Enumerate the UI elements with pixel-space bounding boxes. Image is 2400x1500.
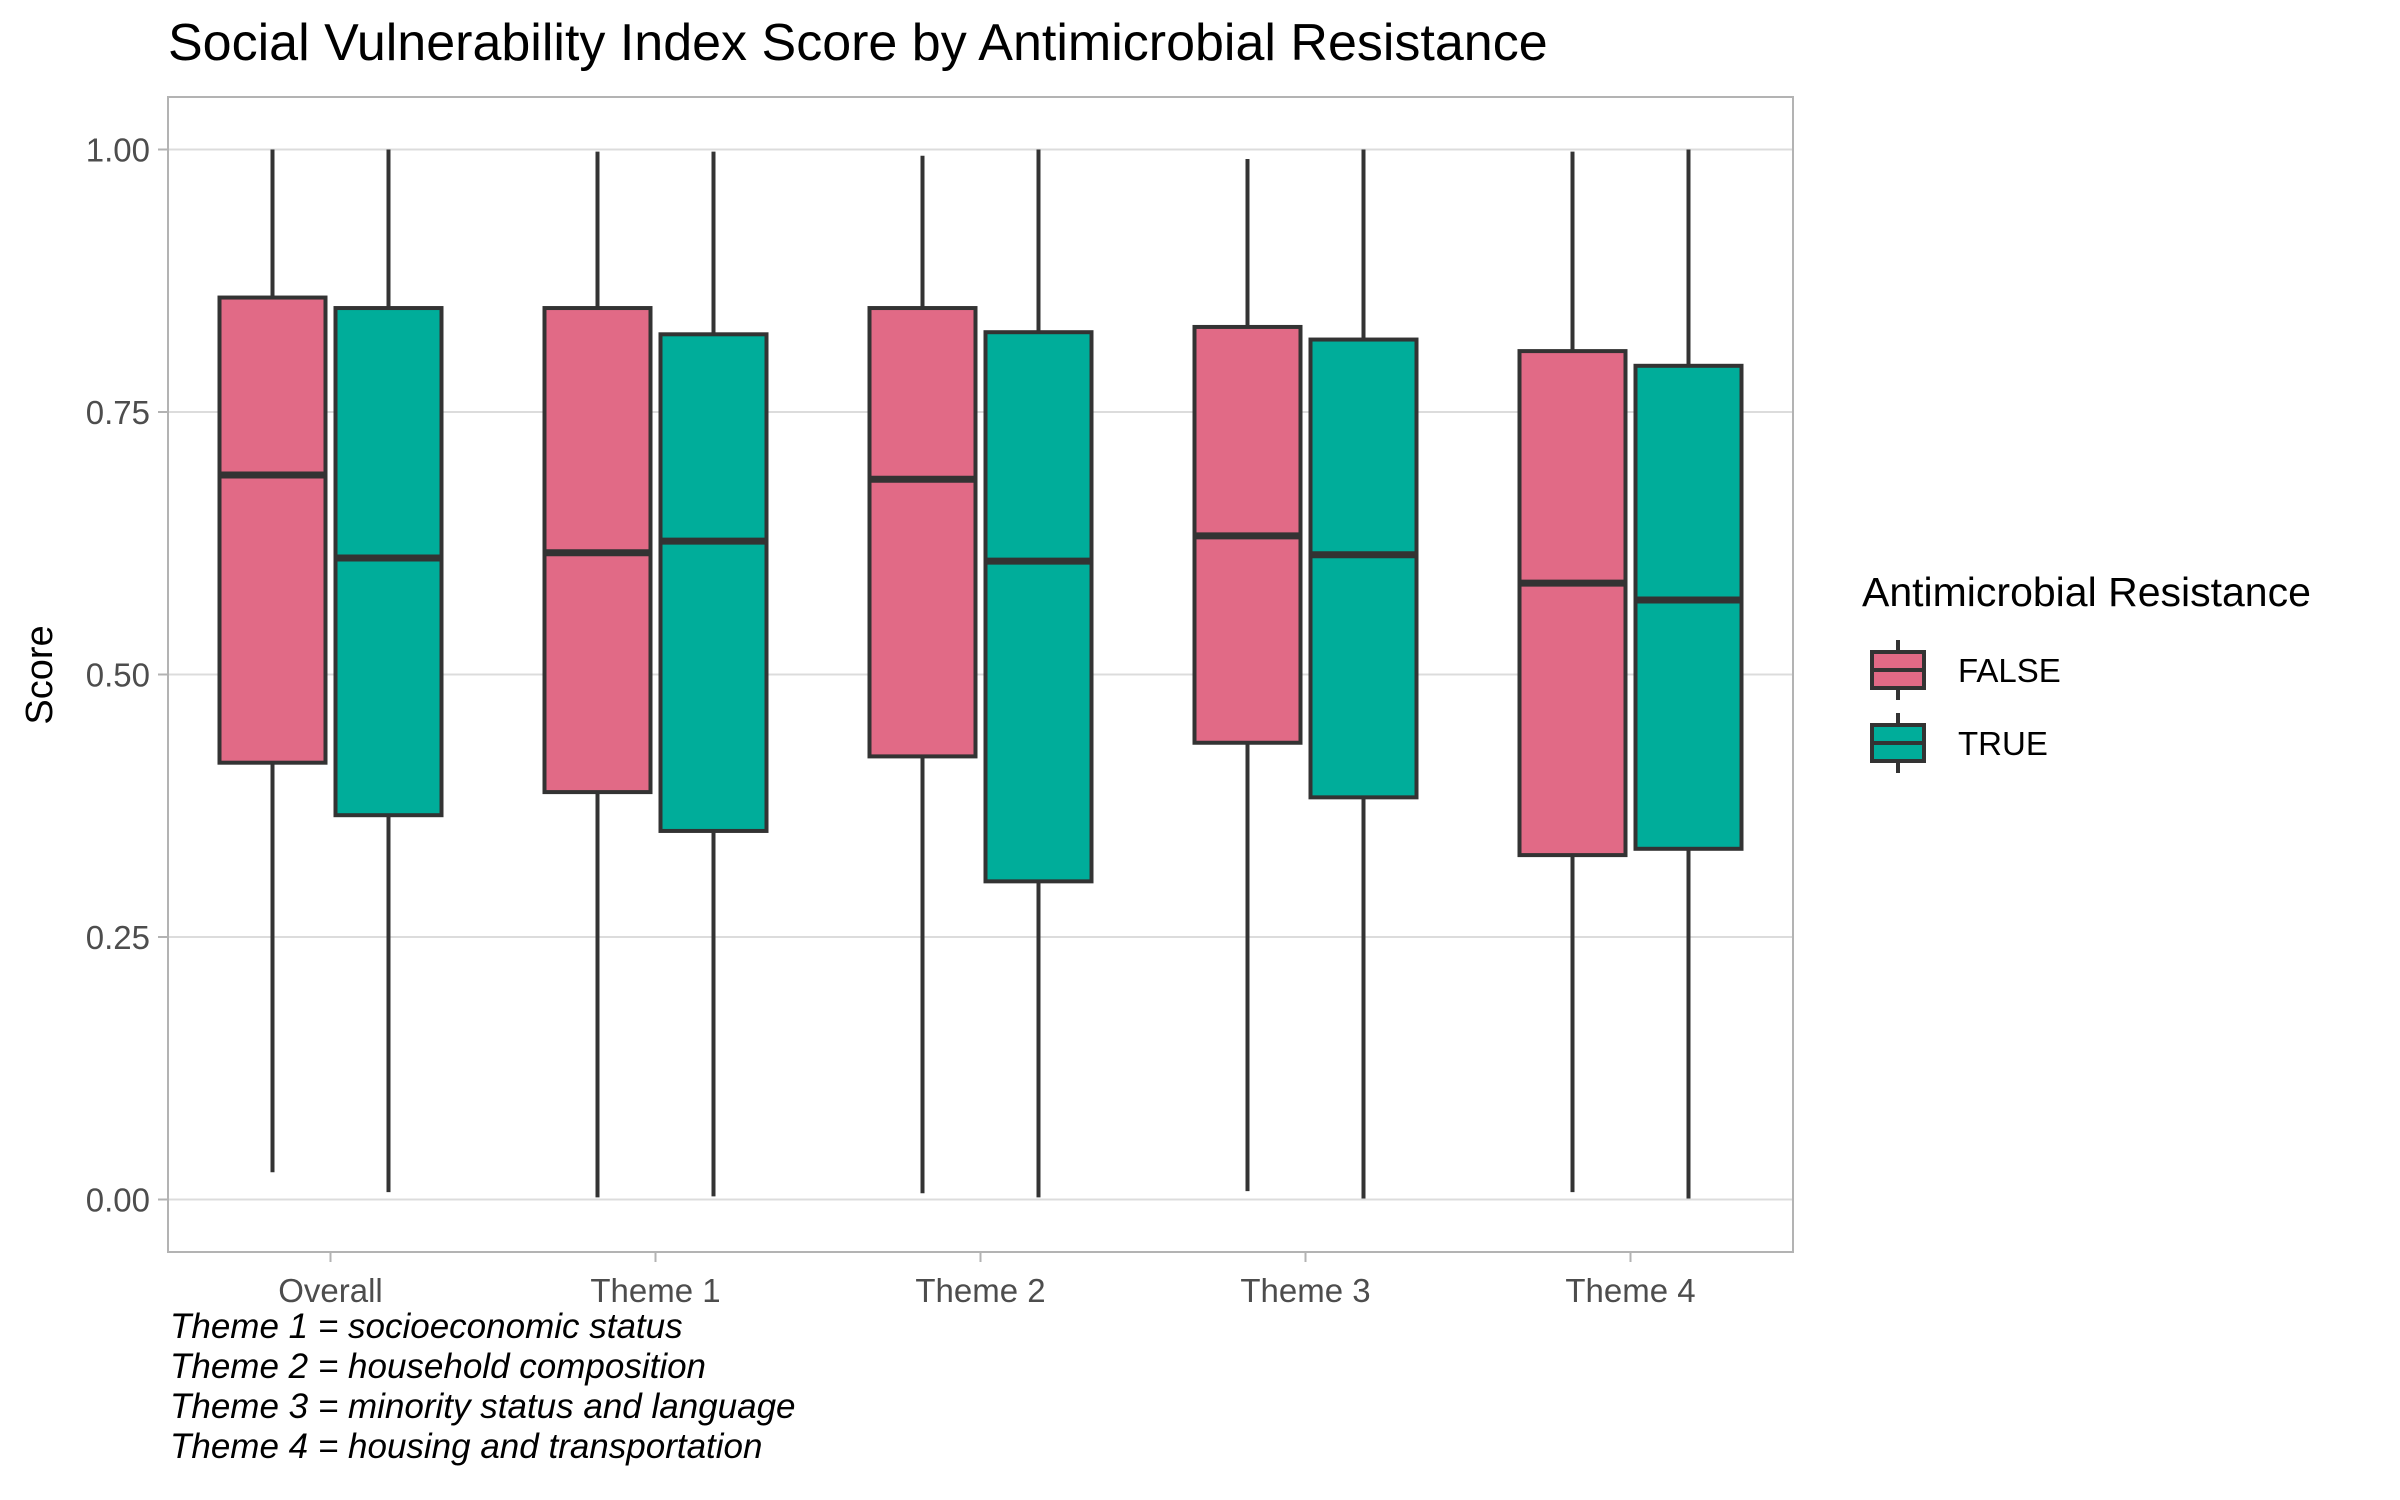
y-tick-label-1: 0.25 [86,919,150,956]
box-false-0 [217,149,328,1173]
plot-panel-border [167,96,1794,1253]
y-axis-title: Score [19,625,61,724]
y-tick-label-2: 0.50 [86,657,150,694]
x-tick-label-4: Theme 4 [1565,1272,1695,1309]
legend-item-true: TRUE [1870,713,2048,773]
legend-label: FALSE [1958,652,2061,689]
box-false-4 [1517,151,1628,1193]
x-tick-label-0: Overall [278,1272,383,1309]
box-false-3 [1192,158,1303,1192]
box-body [658,332,769,833]
box-false-2 [867,155,978,1194]
box-body [983,330,1094,884]
box-true-3 [1308,149,1419,1199]
box-true-1 [658,151,769,1197]
box-body [1517,349,1628,858]
legend-item-false: FALSE [1870,640,2061,700]
box-body [867,306,978,759]
y-tick-label-0: 0.00 [86,1182,150,1219]
box-body [1633,363,1744,851]
legend-title: Antimicrobial Resistance [1862,569,2311,615]
axes: 0.00 0.25 0.50 0.75 1.00 Overall Theme 1 Theme … [86,132,1696,1310]
legend: Antimicrobial Resistance FALSE TRUE [1862,569,2311,773]
box-body [1308,337,1419,800]
y-tick-label-3: 0.75 [86,394,150,431]
caption-line-2: Theme 2 = household composition [170,1347,706,1386]
x-tick-label-3: Theme 3 [1240,1272,1370,1309]
box-false-1 [542,151,653,1198]
box-true-0 [333,149,444,1193]
boxplots [217,149,1744,1199]
caption-line-4: Theme 4 = housing and transportation [170,1427,762,1466]
caption: Theme 1 = socioeconomic status Theme 2 =… [170,1307,796,1466]
caption-line-3: Theme 3 = minority status and language [170,1387,796,1426]
box-true-2 [983,149,1094,1198]
box-true-4 [1633,149,1744,1199]
y-tick-label-4: 1.00 [86,132,150,169]
x-tick-label-2: Theme 2 [915,1272,1045,1309]
box-body [333,306,444,818]
caption-line-1: Theme 1 = socioeconomic status [170,1307,683,1346]
legend-label: TRUE [1958,725,2048,762]
x-tick-label-1: Theme 1 [590,1272,720,1309]
box-body [217,295,328,765]
chart-title: Social Vulnerability Index Score by Anti… [168,14,1548,72]
